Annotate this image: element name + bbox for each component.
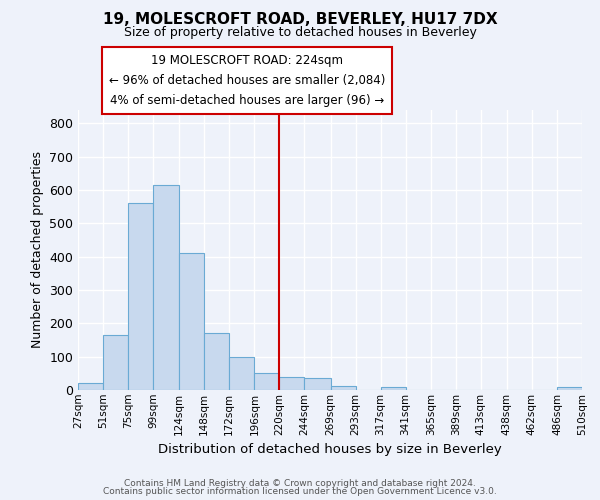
Bar: [280, 376, 304, 390]
Bar: [179, 254, 204, 390]
Text: Size of property relative to detached houses in Beverley: Size of property relative to detached ho…: [124, 26, 476, 39]
Bar: [204, 334, 229, 390]
Text: 19 MOLESCROFT ROAD: 224sqm
← 96% of detached houses are smaller (2,084)
4% of se: 19 MOLESCROFT ROAD: 224sqm ← 96% of deta…: [109, 54, 385, 107]
Bar: [304, 378, 331, 390]
Y-axis label: Number of detached properties: Number of detached properties: [31, 152, 44, 348]
Bar: [78, 384, 103, 390]
Bar: [103, 335, 128, 390]
Bar: [128, 204, 153, 390]
Text: Contains public sector information licensed under the Open Government Licence v3: Contains public sector information licen…: [103, 487, 497, 496]
Bar: [153, 185, 179, 390]
Text: 19, MOLESCROFT ROAD, BEVERLEY, HU17 7DX: 19, MOLESCROFT ROAD, BEVERLEY, HU17 7DX: [103, 12, 497, 28]
Text: Contains HM Land Registry data © Crown copyright and database right 2024.: Contains HM Land Registry data © Crown c…: [124, 478, 476, 488]
Bar: [254, 374, 280, 390]
Bar: [557, 388, 582, 390]
Bar: [331, 386, 356, 390]
X-axis label: Distribution of detached houses by size in Beverley: Distribution of detached houses by size …: [158, 443, 502, 456]
Bar: [380, 386, 406, 390]
Bar: [229, 356, 254, 390]
